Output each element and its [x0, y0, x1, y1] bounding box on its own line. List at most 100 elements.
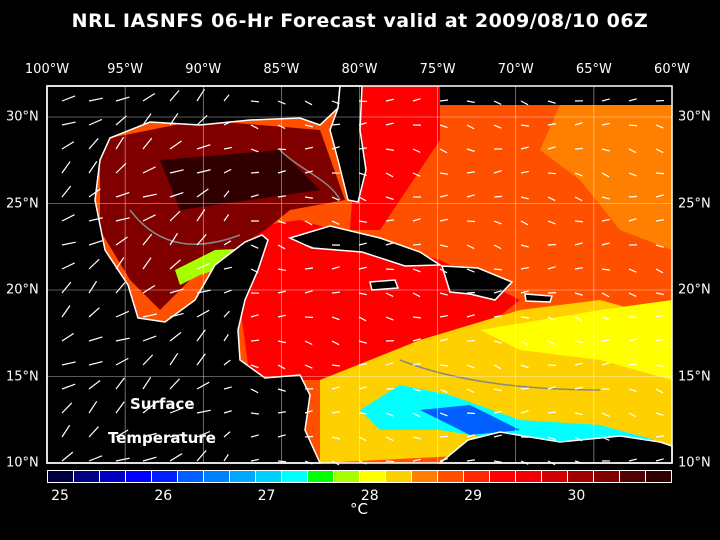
wind-vector — [277, 220, 286, 224]
wind-vector — [601, 412, 610, 417]
wind-vector — [169, 191, 184, 198]
wind-vector — [628, 218, 637, 222]
wind-vector — [169, 312, 184, 318]
colorbar-tick-label: 29 — [464, 488, 483, 504]
wind-vector — [493, 410, 502, 414]
wind-vector — [88, 217, 103, 222]
wind-vector — [628, 172, 637, 177]
wind-vector — [439, 388, 448, 394]
wind-vector — [655, 458, 664, 462]
wind-vector — [412, 268, 421, 273]
wind-vector — [142, 335, 157, 342]
wind-vector — [223, 453, 229, 462]
wind-vector — [358, 196, 367, 202]
wind-vector — [331, 196, 340, 201]
sst-gulf-stream — [350, 86, 440, 230]
wind-vector — [628, 292, 637, 297]
wind-vector — [115, 236, 128, 246]
colorbar-tick-label: 25 — [51, 488, 69, 504]
wind-vector — [385, 362, 394, 366]
wind-vector — [331, 410, 340, 414]
wind-vector — [223, 359, 231, 366]
wind-vector — [250, 148, 259, 153]
wind-vector — [250, 171, 260, 174]
colorbar-swatch — [386, 471, 412, 482]
wind-vector — [466, 314, 475, 318]
wind-vector — [601, 196, 610, 200]
wind-vector — [115, 96, 130, 102]
lat-label: 25°N — [678, 196, 711, 211]
wind-vector — [358, 122, 367, 126]
annotation-temperature: Temperature — [108, 429, 216, 447]
wind-vector — [628, 338, 637, 342]
wind-vector — [655, 244, 664, 248]
wind-vector — [304, 244, 313, 249]
colorbar-swatch — [516, 471, 542, 482]
wind-vector — [601, 122, 610, 126]
wind-vector — [385, 122, 394, 126]
wind-vector — [196, 430, 211, 438]
no-data-region — [440, 86, 672, 105]
wind-vector — [169, 407, 184, 414]
colorbar-swatch — [646, 471, 671, 482]
wind-vector — [574, 220, 584, 223]
wind-vector — [520, 410, 529, 414]
wind-vector — [196, 309, 210, 318]
wind-vector — [439, 292, 448, 296]
wind-vector — [493, 388, 502, 392]
wind-vector — [331, 340, 340, 346]
colorbar-swatch — [256, 471, 282, 482]
wind-vector — [250, 412, 260, 415]
colorbar-swatch — [438, 471, 464, 482]
wind-vector — [520, 196, 529, 200]
lon-label: 90°W — [185, 62, 222, 77]
wind-vector — [304, 146, 313, 150]
wind-vector — [385, 219, 395, 222]
wind-vector — [115, 457, 130, 462]
wind-vector — [493, 100, 502, 105]
wind-vector — [655, 314, 664, 318]
wind-vector — [493, 290, 502, 294]
wind-vector — [61, 214, 75, 222]
wind-vector — [574, 196, 583, 202]
wind-vector — [412, 316, 422, 319]
wind-vector — [547, 196, 556, 202]
wind-vector — [250, 124, 259, 130]
wind-vector — [439, 268, 448, 274]
wind-vector — [466, 364, 475, 369]
wind-vector — [520, 266, 529, 270]
wind-vector — [358, 172, 367, 177]
wind-vector — [142, 193, 157, 198]
wind-vector — [439, 124, 448, 129]
wind-vector — [277, 195, 287, 198]
wind-vector — [88, 240, 103, 246]
wind-vector — [61, 121, 76, 126]
sst-upwelling-cyan — [360, 385, 655, 445]
wind-vector — [277, 170, 286, 174]
wind-vector — [142, 233, 153, 246]
lon-label: 80°W — [341, 62, 378, 77]
wind-vector — [466, 388, 475, 394]
wind-vector — [142, 285, 156, 294]
wind-vector — [574, 316, 583, 322]
wind-vector — [439, 364, 449, 367]
wind-vector — [493, 170, 502, 174]
wind-vector — [169, 210, 181, 222]
wind-vector — [304, 290, 313, 294]
wind-vector — [412, 458, 421, 462]
wind-vector — [331, 146, 340, 150]
wind-vector — [439, 244, 448, 248]
wind-vector — [574, 340, 583, 344]
lat-label: 15°N — [678, 369, 711, 384]
wind-vector — [547, 411, 557, 414]
wind-vector — [196, 209, 206, 222]
wind-vector — [142, 92, 156, 102]
wind-vector — [250, 100, 260, 103]
wind-vector — [439, 435, 449, 438]
wind-vector — [358, 316, 367, 322]
wind-vector — [385, 292, 394, 298]
wind-vector — [358, 292, 367, 296]
wind-vector — [196, 88, 206, 102]
wind-vector — [88, 258, 100, 270]
wind-vector — [385, 412, 394, 417]
